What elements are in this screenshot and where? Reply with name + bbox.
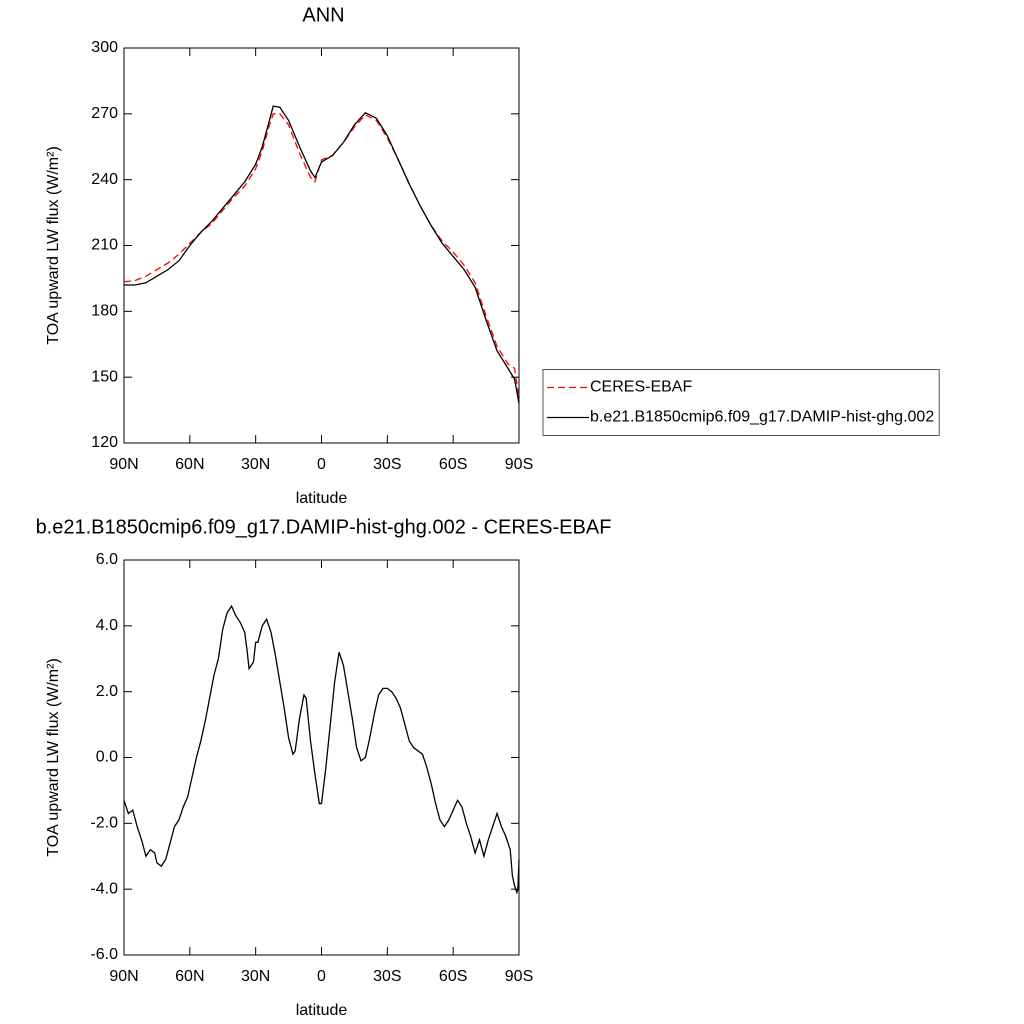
y-tick-label: -6.0 (90, 946, 118, 963)
x-tick-label: 60S (439, 968, 467, 985)
x-axis-label: latitude (296, 490, 348, 507)
x-tick-label: 60N (175, 456, 204, 473)
plot: 90N 60N 30N 0 30S 60S 90S -6.0 -4.0 -2.0 0.0 2.0 4.0… (36, 516, 612, 1019)
legend: CERES-EBAF b.e21.B1850cmip6.f09_g17.DAMIP… (542, 369, 940, 436)
y-tick-label: 120 (91, 434, 118, 451)
series-line (123, 604, 520, 895)
x-tick-label: 90S (505, 456, 533, 473)
x-tick-label: 90S (505, 968, 533, 985)
x-tick-label: 30N (241, 456, 270, 473)
y-tick-label: 2.0 (96, 683, 118, 700)
y-tick-label: 210 (91, 237, 118, 254)
y-axis-label: TOA upward LW flux (W/m²) (45, 146, 62, 345)
x-axis-label: latitude (296, 1002, 348, 1019)
x-tick-label: 0 (317, 968, 326, 985)
x-tick-label: 60N (175, 968, 204, 985)
y-tick-label: 300 (91, 39, 118, 56)
plot-frame (123, 47, 520, 444)
legend-label: CERES-EBAF (590, 379, 692, 396)
y-tick-label: -2.0 (90, 815, 118, 832)
plot-frame (123, 559, 520, 956)
y-tick-label: 4.0 (96, 617, 118, 634)
x-tick-label: 30S (373, 456, 401, 473)
y-tick-label: 150 (91, 368, 118, 385)
y-tick-label: -4.0 (90, 880, 118, 897)
chart-title: ANN (302, 4, 344, 26)
x-tick-label: 0 (317, 456, 326, 473)
y-tick-label: 6.0 (96, 551, 118, 568)
series-line (124, 105, 520, 404)
x-tick-label: 90N (109, 968, 138, 985)
y-tick-label: 0.0 (96, 749, 118, 766)
x-tick-label: 90N (109, 456, 138, 473)
x-tick-label: 60S (439, 456, 467, 473)
y-tick-label: 240 (91, 171, 118, 188)
chart-title: b.e21.B1850cmip6.f09_g17.DAMIP-hist-ghg.… (36, 516, 612, 538)
y-tick-label: 180 (91, 303, 118, 320)
y-tick-label: 270 (91, 105, 118, 122)
plot: 90N 60N 30N 0 30S 60S 90S 120 150 180 210 240 270 300… (45, 4, 940, 507)
x-tick-label: 30N (241, 968, 270, 985)
y-axis-label: TOA upward LW flux (W/m²) (45, 658, 62, 857)
series-line (123, 113, 520, 400)
legend-label: b.e21.B1850cmip6.f09_g17.DAMIP-hist-ghg.… (590, 409, 934, 426)
legend-box (542, 369, 940, 436)
x-tick-label: 30S (373, 968, 401, 985)
